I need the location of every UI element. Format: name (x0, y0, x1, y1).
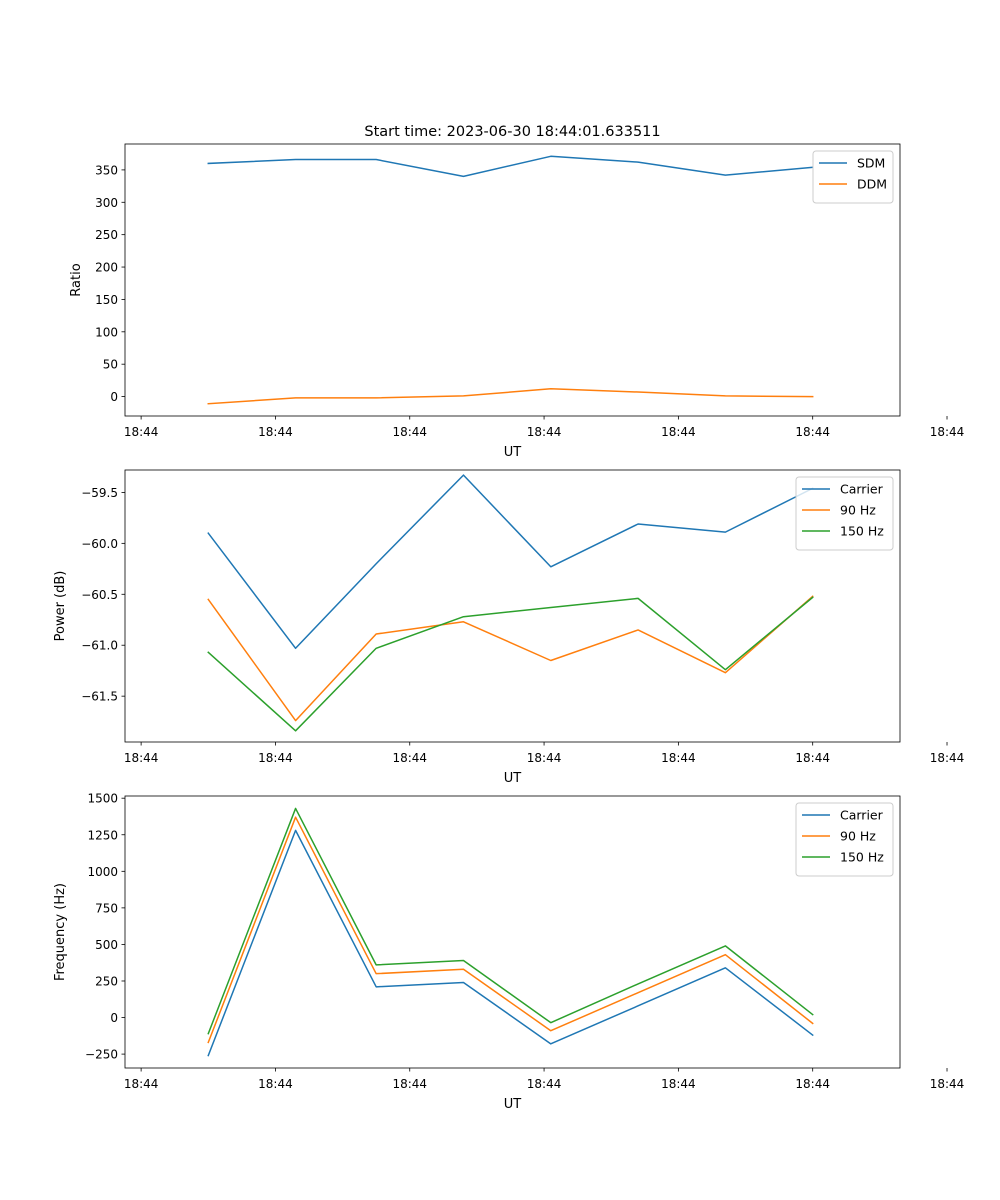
panel-3-x-tick-label: 18:44 (527, 1077, 562, 1091)
panel-3-y-tick-label: 250 (95, 974, 118, 988)
panel-1-x-axis-label: UT (504, 445, 522, 460)
panel-1-x-tick-label: 18:44 (392, 425, 427, 439)
panel-1-y-tick-label: 150 (95, 293, 118, 307)
panel-2-y-tick-label: −60.0 (81, 537, 118, 551)
panel-3-y-tick-label: 750 (95, 901, 118, 915)
panel-3-axes-frame (124, 795, 901, 1069)
panel-1-x-tick-label: 18:44 (258, 425, 293, 439)
panel-2-y-tick-label: −60.5 (81, 588, 118, 602)
panel-2-x-tick-label: 18:44 (392, 751, 427, 765)
panel-2-axes-frame (124, 469, 901, 743)
panel-1-series-ddm-line (207, 388, 814, 405)
panel-1-x-tick-label: 18:44 (527, 425, 562, 439)
panel-2-series-90-hz-line (207, 595, 814, 722)
panel-2-x-tick-label: 18:44 (258, 751, 293, 765)
panel-1-y-tick-label: 0 (110, 390, 118, 404)
panel-1-legend-label-sdm: SDM (857, 156, 885, 171)
panel-3-x-tick-label: 18:44 (392, 1077, 427, 1091)
panel-3-y-tick-label: 1250 (87, 828, 118, 842)
panel-2-x-tick-label: 18:44 (124, 751, 159, 765)
panel-3-x-tick-label: 18:44 (661, 1077, 696, 1091)
panel-3-legend-label-150-hz: 150 Hz (840, 850, 884, 865)
panel-3-y-axis-label: Frequency (Hz) (53, 883, 68, 981)
panel-1-axes-frame (124, 143, 901, 417)
panel-2-series-carrier-line (207, 474, 814, 650)
panel-3-y-tick-label: 0 (110, 1011, 118, 1025)
panel-1-y-tick-label: 250 (95, 228, 118, 242)
panel-3-x-tick-label: 18:44 (930, 1077, 965, 1091)
panel-3-y-tick-label: 500 (95, 938, 118, 952)
panel-3-y-tick-label: 1000 (87, 865, 118, 879)
panel-1-x-tick-label: 18:44 (930, 425, 965, 439)
panel-1-y-tick-label: 300 (95, 196, 118, 210)
panel-2-legend-label-90-hz: 90 Hz (840, 503, 876, 518)
panel-3-series-90-hz-line (207, 816, 814, 1044)
panel-1-y-axis-label: Ratio (69, 263, 84, 296)
panel-1-y-tick-label: 200 (95, 261, 118, 275)
panel-3-legend-label-90-hz: 90 Hz (840, 829, 876, 844)
panel-1-x-tick-label: 18:44 (124, 425, 159, 439)
panel-3-legend-label-carrier: Carrier (840, 808, 884, 823)
panel-2-y-tick-label: −61.0 (81, 639, 118, 653)
panel-2-x-tick-label: 18:44 (661, 751, 696, 765)
panel-3-series-carrier-line (207, 829, 814, 1057)
panel-1-y-tick-label: 350 (95, 163, 118, 177)
panel-1-x-tick-label: 18:44 (661, 425, 696, 439)
panel-2-x-tick-label: 18:44 (527, 751, 562, 765)
panel-3-series-150-hz-line (207, 807, 814, 1035)
panel-1-series-sdm-line (207, 155, 814, 178)
figure-title: Start time: 2023-06-30 18:44:01.633511 (364, 124, 660, 140)
panel-2-series-150-hz-line (207, 596, 814, 732)
panel-3-y-tick-label: 1500 (87, 792, 118, 806)
panel-3-x-tick-label: 18:44 (124, 1077, 159, 1091)
panel-1-y-tick-label: 50 (103, 358, 118, 372)
panel-3-y-tick-label: −250 (85, 1048, 118, 1062)
panel-2-legend-label-150-hz: 150 Hz (840, 524, 884, 539)
panel-1-x-tick-label: 18:44 (795, 425, 830, 439)
panel-2-x-axis-label: UT (504, 771, 522, 786)
panel-1-legend-label-ddm: DDM (857, 177, 887, 192)
panel-2-y-tick-label: −61.5 (81, 690, 118, 704)
panel-2-y-tick-label: −59.5 (81, 486, 118, 500)
panel-3-x-tick-label: 18:44 (258, 1077, 293, 1091)
panel-1-y-tick-label: 100 (95, 325, 118, 339)
panel-2-legend-label-carrier: Carrier (840, 482, 884, 497)
panel-2-x-tick-label: 18:44 (795, 751, 830, 765)
panel-2-y-axis-label: Power (dB) (53, 571, 68, 642)
panel-3-x-tick-label: 18:44 (795, 1077, 830, 1091)
panel-1-legend-box (812, 150, 894, 204)
panel-2-x-tick-label: 18:44 (930, 751, 965, 765)
panel-3-x-axis-label: UT (504, 1097, 522, 1112)
